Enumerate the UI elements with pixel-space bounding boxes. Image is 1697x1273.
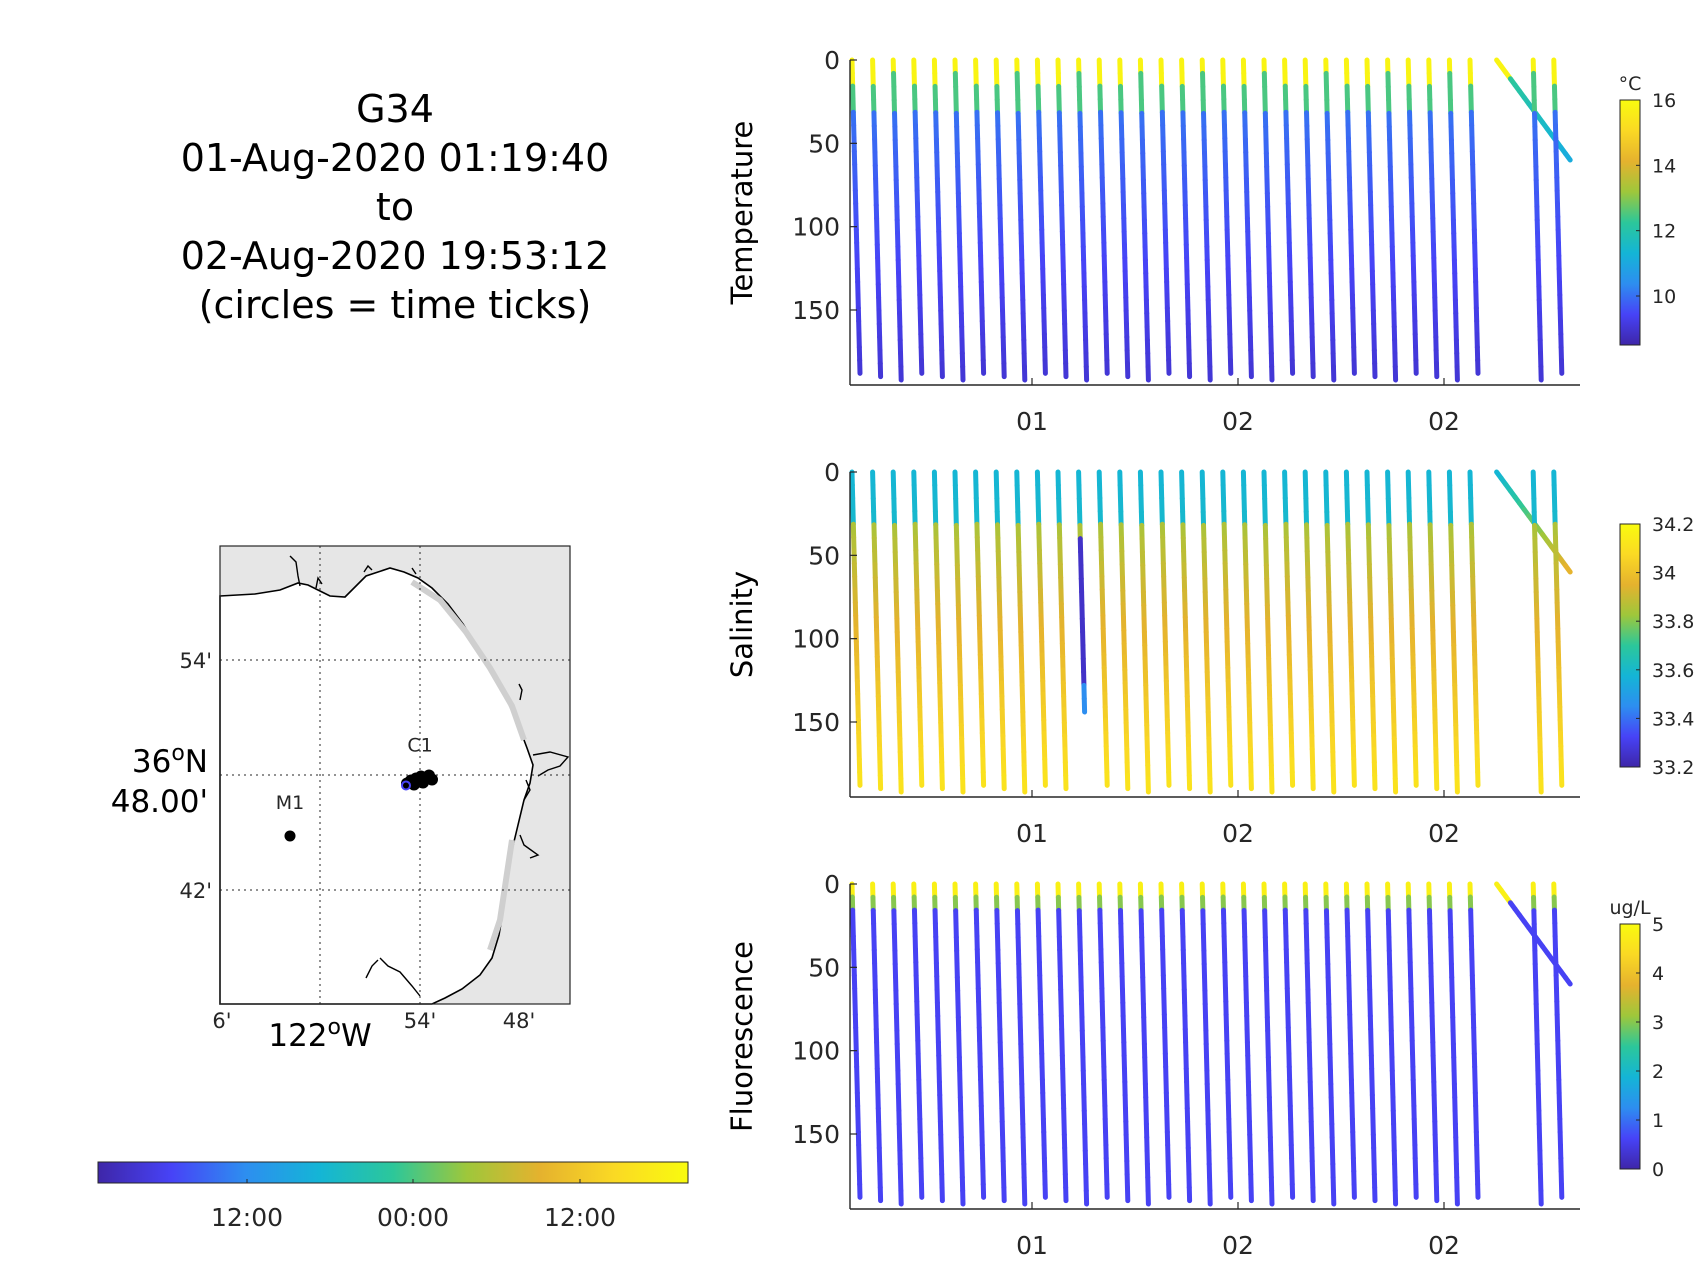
x-tick-label: 02 <box>1222 1231 1254 1260</box>
y-tick-label: 150 <box>792 1120 840 1149</box>
y-axis-label: Salinity <box>725 571 759 678</box>
title-line-5: (circles = time ticks) <box>199 283 592 327</box>
colorbar-tick-label: 34.2 <box>1652 514 1694 536</box>
colorbar-unit: °C <box>1619 73 1642 95</box>
lat-label-degrees: 36oN <box>132 741 208 780</box>
colorbar-tick-label: 3 <box>1652 1012 1664 1034</box>
lat-tick-42: 42' <box>180 879 213 903</box>
temperature-panel: 0 50 100 150 01 02 02 Temperature 10 12 14 16 °C <box>725 46 1676 436</box>
y-tick-label: 100 <box>792 1037 840 1066</box>
colorbar-tick-label: 4 <box>1652 963 1664 985</box>
station-marker <box>284 830 296 842</box>
y-tick-label: 150 <box>792 296 840 325</box>
y-tick-label: 0 <box>824 458 840 487</box>
y-tick-label: 50 <box>808 129 840 158</box>
y-tick-label: 150 <box>792 708 840 737</box>
colorbar-tick-label: 2 <box>1652 1061 1664 1083</box>
x-tick-label: 02 <box>1222 819 1254 848</box>
y-tick-label: 100 <box>792 213 840 242</box>
lon-tick-6: 6' <box>212 1009 231 1033</box>
colorbar-tick-label: 1 <box>1652 1110 1664 1132</box>
colorbar-tick-label: 0 <box>1652 1159 1664 1181</box>
y-axis-label: Temperature <box>725 121 759 306</box>
time-colorbar-tick-label: 12:00 <box>544 1203 616 1232</box>
salinity-panel: 0 50 100 150 01 02 02 Salinity 33.2 33.4 33.6 33.8 3… <box>725 458 1694 848</box>
x-tick-label: 02 <box>1222 407 1254 436</box>
y-tick-label: 50 <box>808 953 840 982</box>
track-point <box>417 776 429 789</box>
lon-label: 122oW <box>268 1015 371 1054</box>
station-label: C1 <box>407 734 432 756</box>
colorbar-tick-label: 14 <box>1652 155 1676 177</box>
lat-tick-54: 54' <box>180 649 213 673</box>
colorbar-tick-label: 33.2 <box>1652 757 1694 779</box>
colorbar-tick-label: 33.8 <box>1652 611 1694 633</box>
x-tick-label: 02 <box>1428 407 1460 436</box>
colorbar-unit: ug/L <box>1609 897 1651 919</box>
colorbar <box>1619 523 1641 768</box>
x-tick-label: 01 <box>1016 819 1048 848</box>
y-tick-label: 100 <box>792 625 840 654</box>
time-colorbar-tick-label: 12:00 <box>211 1203 283 1232</box>
map-coast-features <box>289 555 570 997</box>
time-colorbar-tick-label: 00:00 <box>377 1203 449 1232</box>
title-line-4: 02-Aug-2020 19:53:12 <box>181 234 610 278</box>
x-tick-label: 01 <box>1016 1231 1048 1260</box>
glider-track <box>401 769 438 791</box>
colorbar-tick-label: 5 <box>1652 914 1664 936</box>
station-label: M1 <box>276 792 304 814</box>
track-point <box>408 778 420 791</box>
lat-label-minutes: 48.00' <box>111 784 208 820</box>
title-line-3: to <box>376 185 414 229</box>
y-tick-label: 0 <box>824 870 840 899</box>
lon-tick-54: 54' <box>404 1009 437 1033</box>
time-colorbar: 12:00 00:00 12:00 <box>97 1161 689 1232</box>
y-tick-label: 0 <box>824 46 840 75</box>
colorbar-tick-label: 16 <box>1652 90 1676 112</box>
time-colorbar-bar <box>97 1161 689 1184</box>
colorbar-tick-label: 33.4 <box>1652 708 1694 730</box>
title-line-2: 01-Aug-2020 01:19:40 <box>181 136 610 180</box>
y-axis-label: Fluorescence <box>725 941 759 1132</box>
track-map: M1 C1 54' 42' 36oN 48.00' 6' 54' 48' 122o… <box>111 545 571 1054</box>
x-tick-label: 01 <box>1016 407 1048 436</box>
track-start <box>401 780 411 791</box>
title-line-1: G34 <box>356 87 434 131</box>
title-block: G34 01-Aug-2020 01:19:40 to 02-Aug-2020 … <box>181 87 610 327</box>
profile-segment <box>1563 975 1573 987</box>
map-shelf-shadow <box>410 579 527 951</box>
profile-segment <box>1563 563 1573 575</box>
colorbar <box>1619 99 1641 346</box>
lon-tick-48: 48' <box>503 1009 536 1033</box>
x-tick-label: 02 <box>1428 1231 1460 1260</box>
colorbar-tick-label: 34 <box>1652 563 1676 585</box>
colorbar-tick-label: 10 <box>1652 286 1676 308</box>
colorbar-tick-label: 33.6 <box>1652 660 1694 682</box>
x-tick-label: 02 <box>1428 819 1460 848</box>
colorbar-tick-label: 12 <box>1652 221 1676 243</box>
profile-segment <box>1563 151 1573 163</box>
y-tick-label: 50 <box>808 541 840 570</box>
colorbar <box>1619 923 1641 1170</box>
